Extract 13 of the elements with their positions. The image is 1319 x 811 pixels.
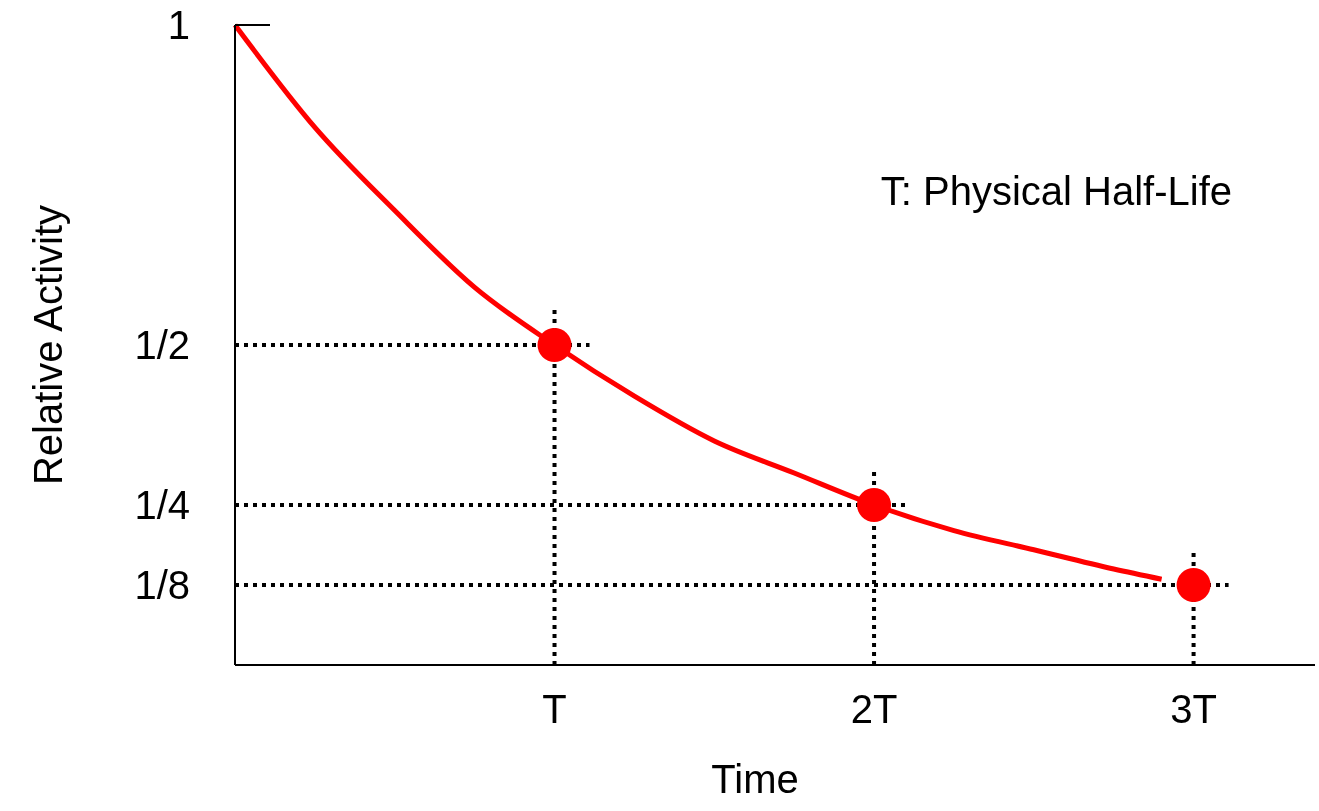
y-axis-title: Relative Activity (26, 204, 70, 486)
y-tick-label: 1 (167, 3, 190, 47)
y-tick-label: 1/4 (134, 483, 190, 527)
point (857, 488, 892, 522)
x-tick-label: T (542, 687, 567, 731)
point (1176, 568, 1211, 602)
x-tick-label: 2T (850, 687, 898, 731)
y-tick-label: 1/8 (134, 563, 190, 607)
x-tick-label: 3T (1170, 687, 1217, 731)
x-axis-title: Time (711, 757, 799, 801)
y-tick-label: 1/2 (134, 323, 190, 367)
annotation: T: Physical Half-Life (880, 169, 1232, 213)
point (537, 328, 572, 362)
